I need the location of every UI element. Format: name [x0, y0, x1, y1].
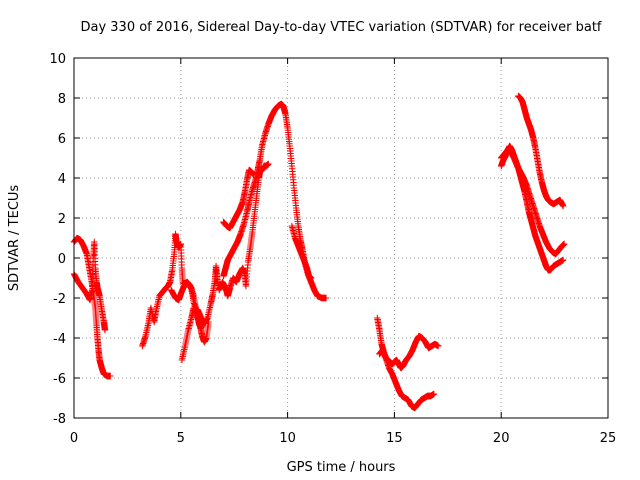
series-trace-7	[288, 222, 315, 282]
y-tick-label: -8	[53, 412, 66, 427]
series-trace-11	[498, 146, 568, 258]
series-trace-5	[220, 166, 257, 232]
chart-title: Day 330 of 2016, Sidereal Day-to-day VTE…	[80, 20, 601, 35]
y-tick-label: 2	[58, 212, 66, 227]
data-point-marker	[107, 372, 114, 380]
plot-frame	[73, 57, 609, 419]
x-axis-title: GPS time / hours	[287, 460, 396, 475]
data-point-marker	[265, 160, 272, 168]
y-tick-label: 8	[58, 92, 66, 107]
x-tick-label: 5	[177, 431, 185, 446]
data-points	[70, 92, 568, 412]
y-tick-label: -6	[53, 372, 66, 387]
series-trace-9	[376, 346, 438, 412]
y-tick-label: 4	[58, 172, 66, 187]
series-trace-4	[178, 160, 272, 364]
y-tick-label: 10	[49, 52, 66, 67]
y-axis-title: SDTVAR / TECUs	[7, 185, 22, 292]
series-trace-1b	[70, 238, 109, 334]
x-tick-label: 10	[279, 431, 296, 446]
data-point-marker	[559, 256, 567, 264]
data-point-marker	[434, 342, 442, 350]
y-tick-label: 0	[58, 252, 66, 267]
y-tick-label: -2	[53, 292, 66, 307]
data-point-marker	[322, 294, 330, 302]
y-tick-label: -4	[53, 332, 66, 347]
y-tick-label: 6	[58, 132, 66, 147]
x-tick-label: 25	[600, 431, 617, 446]
series-trace-2	[139, 230, 205, 350]
data-point-marker	[561, 240, 568, 248]
data-point-marker	[430, 390, 438, 398]
x-tick-label: 0	[70, 431, 78, 446]
axis-ticks: 0 5 10 15 20 25 -8 -6 -4 -2 0 2 4 6 8 10	[49, 52, 616, 446]
grid-lines	[74, 58, 608, 418]
series-trace-12	[515, 92, 567, 210]
x-tick-label: 15	[386, 431, 403, 446]
data-point-marker	[559, 202, 567, 210]
data-point-marker	[101, 326, 109, 334]
data-point-marker	[307, 274, 315, 282]
x-tick-label: 20	[493, 431, 510, 446]
